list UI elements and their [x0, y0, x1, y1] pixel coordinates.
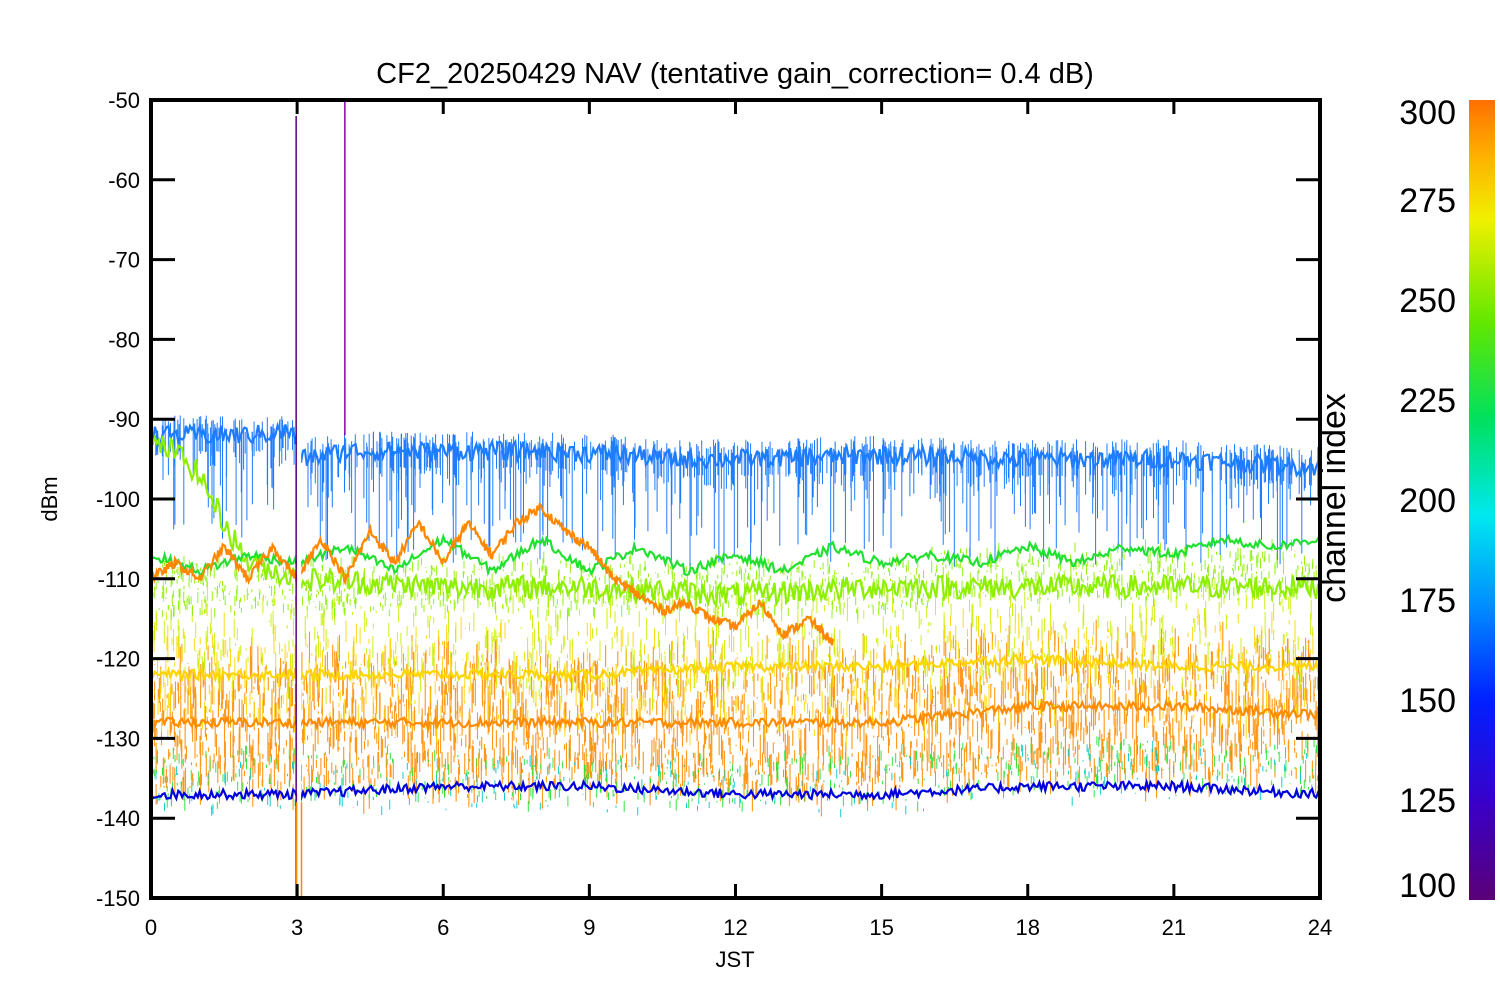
series-line-ch280 [151, 653, 1320, 683]
colorbar-label: channel index [1315, 393, 1353, 603]
x-axis-label: JST [715, 947, 754, 972]
y-tick-label: -80 [108, 327, 140, 352]
x-tick-label: 0 [145, 915, 157, 940]
x-tick-label: 6 [437, 915, 449, 940]
spike-layer [295, 100, 346, 898]
series-line-ch295 [151, 698, 1320, 732]
y-tick-label: -60 [108, 168, 140, 193]
x-tick-label: 24 [1308, 915, 1332, 940]
y-tick-label: -140 [96, 806, 140, 831]
colorbar-tick-label: 150 [1399, 682, 1456, 720]
x-tick-label: 3 [291, 915, 303, 940]
colorbar-tick-label: 300 [1399, 94, 1456, 132]
y-tick-label: -110 [98, 567, 140, 592]
colorbar-tick-label: 275 [1399, 182, 1456, 220]
y-axis-label: dBm [37, 476, 62, 521]
x-tick-label: 15 [869, 915, 893, 940]
series-layer [151, 415, 1320, 803]
series-spikes-ch153 [151, 415, 1320, 571]
series-line-ch290 [151, 502, 834, 646]
x-tick-label: 21 [1162, 915, 1186, 940]
y-tick-label: -50 [108, 88, 140, 113]
colorbar-tick-label: 175 [1399, 582, 1456, 620]
colorbar-tick-label: 125 [1399, 782, 1456, 820]
y-tick-label: -90 [108, 407, 140, 432]
x-tick-label: 12 [723, 915, 747, 940]
x-tick-label: 18 [1016, 915, 1040, 940]
y-tick-label: -70 [108, 248, 140, 273]
plot-area [151, 100, 1320, 898]
chart-title: CF2_20250429 NAV (tentative gain_correct… [376, 58, 1094, 90]
x-tick-label: 9 [583, 915, 595, 940]
y-tick-label: -120 [96, 647, 140, 672]
y-axis-ticks: -50 -60 -70 -80 -90 -100 -110 -120 -130 -140 -150 [96, 88, 1320, 911]
y-tick-label: -150 [96, 886, 140, 911]
series-line-ch238 [151, 532, 1320, 577]
noise-band [151, 568, 1320, 711]
y-tick-label: -130 [96, 726, 140, 751]
colorbar-tick-label: 200 [1399, 482, 1456, 520]
colorbar-tick-label: 225 [1399, 382, 1456, 420]
colorbar-tick-label: 250 [1399, 282, 1456, 320]
colorbar-tick-label: 100 [1399, 867, 1456, 905]
colorbar [1469, 100, 1495, 900]
x-axis-ticks: 0 3 6 9 12 15 18 21 24 [145, 100, 1332, 940]
data-gap [297, 100, 302, 898]
series-line-ch130 [151, 778, 1320, 803]
y-tick-label: -100 [96, 487, 140, 512]
colorbar-ticks: 100 125 150 175 200 225 250 275 300 [1399, 94, 1456, 905]
